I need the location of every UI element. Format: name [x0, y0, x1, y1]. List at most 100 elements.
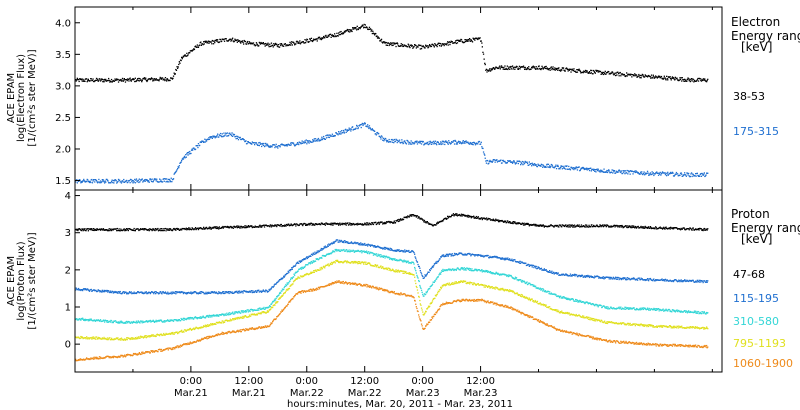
data-point: [646, 172, 648, 174]
data-point: [304, 223, 306, 225]
data-point: [389, 249, 391, 251]
data-point: [303, 266, 306, 269]
data-point: [543, 225, 545, 227]
data-point: [576, 274, 578, 276]
data-point: [152, 320, 154, 322]
data-point: [583, 167, 585, 170]
data-point: [273, 225, 275, 227]
data-point: [508, 259, 510, 261]
data-point: [656, 171, 658, 173]
data-point: [379, 254, 381, 256]
data-point: [245, 290, 248, 292]
data-point: [680, 77, 682, 79]
data-point: [549, 67, 551, 70]
data-point: [619, 170, 621, 172]
data-point: [599, 224, 601, 226]
data-point: [646, 76, 649, 78]
data-point: [106, 230, 109, 232]
data-point: [278, 292, 281, 294]
data-point: [644, 225, 646, 228]
data-point: [555, 164, 557, 166]
data-point: [530, 223, 532, 226]
data-point: [705, 228, 707, 230]
data-point: [568, 224, 570, 226]
data-point: [566, 224, 569, 226]
data-point: [409, 46, 411, 49]
data-point: [416, 215, 419, 217]
data-point: [168, 228, 170, 230]
data-point: [502, 66, 504, 68]
data-point: [667, 76, 669, 78]
data-point: [175, 170, 178, 172]
data-point: [557, 164, 559, 166]
data-point: [539, 67, 541, 70]
data-point: [350, 128, 353, 130]
data-point: [375, 33, 377, 35]
data-point: [557, 272, 559, 274]
data-point: [608, 169, 610, 171]
data-point: [119, 290, 121, 293]
data-point: [599, 169, 602, 171]
data-point: [635, 75, 637, 77]
electron-legend-38-53: 38-53: [733, 90, 765, 103]
data-point: [644, 279, 646, 281]
data-point: [422, 45, 424, 47]
data-point: [371, 222, 373, 224]
data-point: [437, 141, 439, 144]
data-point: [82, 180, 84, 182]
data-point: [427, 143, 430, 146]
data-point: [212, 315, 214, 317]
data-point: [202, 228, 204, 230]
data-point: [238, 292, 240, 294]
data-point: [564, 274, 566, 276]
data-point: [194, 228, 196, 230]
data-point: [137, 321, 139, 323]
data-point: [466, 254, 468, 256]
data-point: [316, 140, 318, 142]
data-point: [375, 133, 377, 135]
data-point: [186, 292, 189, 295]
data-point: [570, 224, 572, 226]
data-point: [295, 264, 297, 266]
data-point: [163, 78, 165, 80]
data-point: [388, 138, 390, 141]
data-point: [524, 162, 526, 164]
data-point: [470, 255, 472, 257]
data-point: [608, 71, 610, 73]
data-point: [145, 292, 147, 294]
data-point: [562, 165, 564, 167]
data-point: [440, 43, 442, 45]
data-point: [536, 267, 539, 270]
data-point: [251, 309, 253, 311]
data-point: [420, 273, 423, 275]
data-point: [416, 143, 419, 145]
data-point: [560, 224, 562, 226]
data-point: [464, 215, 466, 217]
data-point: [665, 280, 667, 282]
data-point: [188, 318, 190, 320]
data-point: [680, 227, 682, 230]
data-point: [149, 178, 151, 180]
data-point: [82, 228, 84, 230]
data-point: [279, 43, 281, 45]
data-point: [82, 180, 84, 182]
data-point: [325, 222, 328, 224]
data-point: [544, 166, 546, 168]
data-point: [415, 215, 417, 217]
data-point: [617, 73, 620, 75]
data-point: [416, 261, 419, 263]
data-point: [136, 79, 138, 81]
data-point: [110, 78, 113, 81]
data-point: [340, 30, 342, 33]
data-point: [77, 180, 80, 182]
data-point: [306, 256, 308, 258]
data-point: [494, 68, 496, 70]
data-point: [263, 43, 266, 45]
data-point: [450, 142, 452, 144]
data-point: [588, 169, 591, 172]
data-point: [610, 72, 613, 74]
data-point: [84, 228, 86, 230]
data-point: [97, 290, 99, 292]
data-point: [494, 220, 496, 222]
